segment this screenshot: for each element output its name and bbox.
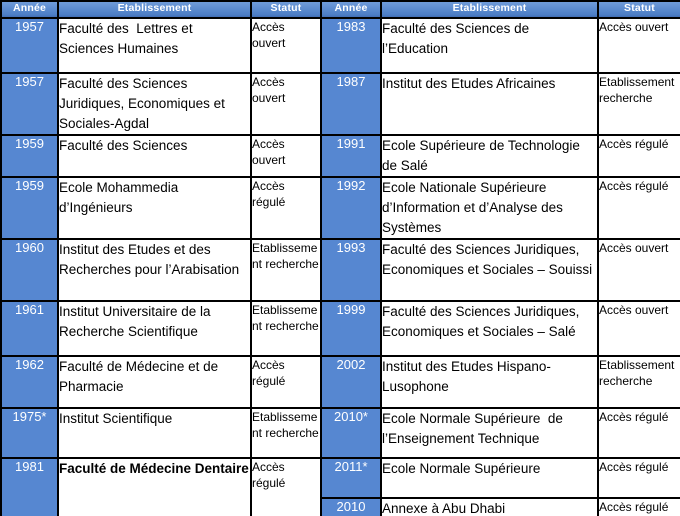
statut-cell: Accès ouvert (250, 72, 322, 136)
statut-cell: Accès régulé (597, 176, 680, 240)
column-header-etablissement-left: Etablissement (57, 0, 252, 19)
etablissement-cell: Faculté de Médecine et de Pharmacie (57, 355, 252, 409)
annee-cell: 1975* (0, 407, 59, 459)
etablissement-cell: Institut Universitaire de la Recherche S… (57, 300, 252, 357)
etablissement-cell: Annexe à Abu Dhabi (380, 497, 599, 516)
table-header-row: Année Etablissement Statut Année Etablis… (0, 0, 680, 19)
table-row: 1960 Institut des Etudes et des Recherch… (0, 238, 680, 302)
etablissement-cell: Institut des Etudes Hispano-Lusophone (380, 355, 599, 409)
etablissement-cell: Ecole Mohammedia d’Ingénieurs (57, 176, 252, 240)
annee-cell: 1992 (320, 176, 382, 240)
statut-cell: Accès ouvert (250, 134, 322, 178)
etablissement-cell: Faculté des Sciences Juridiques, Economi… (380, 238, 599, 302)
statut-cell: Accès ouvert (250, 17, 322, 74)
statut-cell: Accès régulé (597, 407, 680, 459)
annee-cell: 2011* (320, 457, 382, 499)
annee-cell: 1957 (0, 17, 59, 74)
annee-cell: 1987 (320, 72, 382, 136)
statut-cell: Accès ouvert (597, 238, 680, 302)
etablissement-cell: Faculté des Sciences Juridiques, Economi… (380, 300, 599, 357)
statut-cell: Accès régulé (597, 457, 680, 499)
table-row: 2010 Annexe à Abu Dhabi Accès régulé (1, 497, 680, 516)
annee-cell: 1959 (0, 176, 59, 240)
column-header-etablissement-right: Etablissement (380, 0, 599, 19)
annee-cell: 1993 (320, 238, 382, 302)
annee-cell: 1959 (0, 134, 59, 178)
table-row: 1957 Faculté des Lettres et Sciences Hum… (0, 17, 680, 74)
etablissement-cell: Institut des Etudes Africaines (380, 72, 599, 136)
etablissement-cell: Faculté des Lettres et Sciences Humaines (57, 17, 252, 74)
column-header-statut-right: Statut (597, 0, 680, 19)
statut-cell: Etablissement recherche (250, 238, 322, 302)
annee-cell: 1983 (320, 17, 382, 74)
table-row: 1961 Institut Universitaire de la Recher… (0, 300, 680, 357)
statut-cell: Etablissement recherche (597, 355, 680, 409)
etablissement-cell: Institut Scientifique (57, 407, 252, 459)
annee-cell: 2002 (320, 355, 382, 409)
etablissement-cell: Institut des Etudes et des Recherches po… (57, 238, 252, 302)
statut-cell: Accès régulé (597, 134, 680, 178)
statut-cell: Accès ouvert (597, 300, 680, 357)
statut-cell: Etablissement recherche (250, 300, 322, 357)
annee-cell: 1999 (320, 300, 382, 357)
statut-cell: Accès ouvert (597, 17, 680, 74)
annee-cell: 1960 (0, 238, 59, 302)
etablissement-cell: Faculté des Sciences (57, 134, 252, 178)
column-header-annee-right: Année (320, 0, 382, 19)
annee-cell: 2010 (320, 497, 382, 516)
etablissement-cell: Ecole Nationale Supérieure d’Information… (380, 176, 599, 240)
etablissement-cell: Faculté des Sciences Juridiques, Economi… (57, 72, 252, 136)
statut-cell: Accès régulé (250, 457, 322, 516)
column-header-statut-left: Statut (250, 0, 322, 19)
annee-cell: 1981 (0, 457, 59, 516)
annee-cell: 2010* (320, 407, 382, 459)
table-row: 1975* Institut Scientifique Etablissemen… (0, 407, 680, 459)
annee-cell: 1961 (0, 300, 59, 357)
column-header-annee-left: Année (0, 0, 59, 19)
table-row: 1962 Faculté de Médecine et de Pharmacie… (0, 355, 680, 409)
etablissement-cell: Ecole Normale Supérieure (380, 457, 599, 499)
etablissement-cell: Ecole Supérieure de Technologie de Salé (380, 134, 599, 178)
annee-cell: 1991 (320, 134, 382, 178)
table-row: 1981 Faculté de Médecine Dentaire Accès … (0, 457, 680, 516)
statut-cell: Accès régulé (250, 355, 322, 409)
table-row: 1959 Faculté des Sciences Accès ouvert 1… (0, 134, 680, 178)
statut-cell: Etablissement recherche (597, 72, 680, 136)
statut-cell: Accès régulé (597, 497, 680, 516)
etablissement-cell: Faculté de Médecine Dentaire (57, 457, 252, 516)
etablissement-cell: Faculté des Sciences de l’Education (380, 17, 599, 74)
table-row: 1959 Ecole Mohammedia d’Ingénieurs Accès… (0, 176, 680, 240)
annee-cell: 1957 (0, 72, 59, 136)
statut-cell: Accès régulé (250, 176, 322, 240)
statut-cell: Etablissement recherche (250, 407, 322, 459)
annee-cell: 1962 (0, 355, 59, 409)
etablissement-cell: Ecole Normale Supérieure de l’Enseigneme… (380, 407, 599, 459)
table-row: 1957 Faculté des Sciences Juridiques, Ec… (0, 72, 680, 136)
